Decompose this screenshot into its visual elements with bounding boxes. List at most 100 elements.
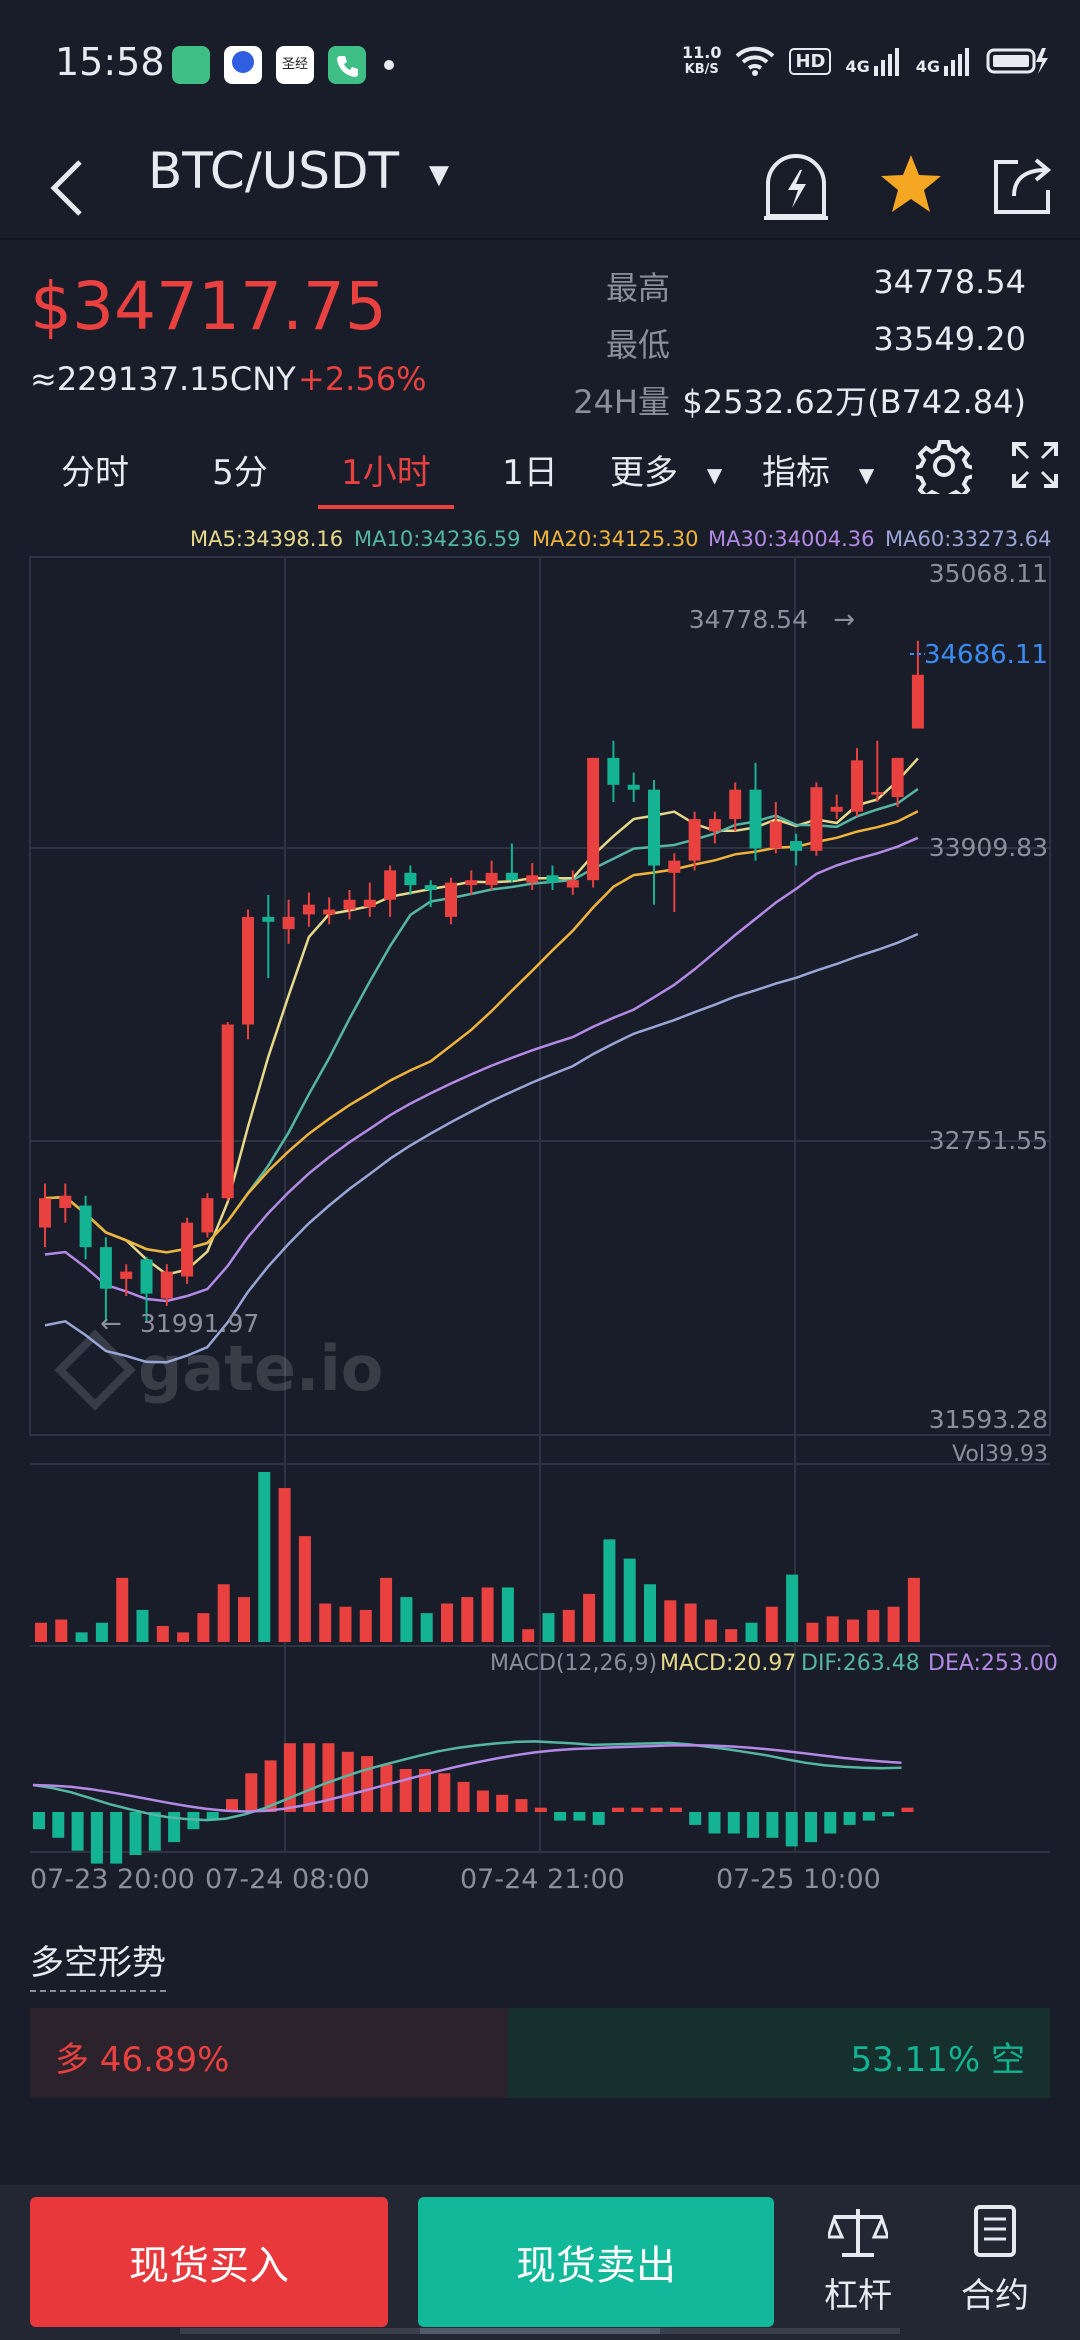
candle-body	[607, 757, 620, 785]
volume-bar	[522, 1629, 535, 1642]
dif-line	[32, 1740, 902, 1822]
candle-body	[384, 870, 397, 900]
long-short-title[interactable]: 多空形势	[30, 1935, 166, 1992]
volume-bars	[35, 1472, 920, 1642]
svg-text:gate.io: gate.io	[138, 1332, 383, 1405]
volume-bar	[35, 1622, 47, 1642]
volume-bar	[197, 1613, 210, 1642]
settings-gear-icon[interactable]	[916, 438, 972, 494]
chat-app-icon	[172, 46, 210, 84]
macd-bar	[361, 1756, 374, 1812]
volume-bar	[644, 1584, 656, 1642]
fullscreen-icon[interactable]	[1010, 440, 1060, 490]
macd-bar	[766, 1812, 779, 1838]
candle-body	[668, 860, 681, 873]
candle-body	[627, 784, 640, 790]
tab-time-share[interactable]: 分时	[61, 453, 129, 493]
spot-sell-button[interactable]: 现货卖出	[418, 2197, 774, 2327]
volume-bar	[116, 1577, 129, 1642]
long-portion	[30, 2008, 509, 2098]
volume-bar	[501, 1587, 514, 1642]
volume-24h-label: 24H量	[573, 383, 670, 421]
leverage-nav[interactable]: 杠杆	[798, 2205, 918, 2317]
macd-histogram	[33, 1743, 914, 1864]
arrow-left-icon: ←	[100, 1309, 122, 1339]
high-marker-label: 34778.54	[689, 605, 808, 634]
volume-bar	[806, 1622, 819, 1642]
macd-bar	[534, 1807, 547, 1812]
pair-selector[interactable]: BTC/USDT ▼	[148, 142, 449, 200]
tab-5min[interactable]: 5分	[212, 453, 268, 493]
candle-body	[363, 899, 376, 908]
ma20-legend: MA20:34125.30	[532, 527, 699, 551]
macd-bar	[708, 1812, 721, 1834]
dea-value-label: DEA:253.00	[928, 1651, 1058, 1676]
baidu-app-icon	[224, 46, 262, 84]
tab-1day[interactable]: 1日	[502, 453, 558, 493]
macd-bar	[669, 1807, 682, 1812]
macd-bar	[129, 1812, 142, 1855]
volume-bar	[542, 1613, 555, 1642]
volume-bar	[481, 1587, 494, 1642]
dea-line	[32, 1743, 902, 1813]
macd-bar	[554, 1812, 567, 1821]
hd-badge: HD	[789, 47, 832, 75]
macd-bar	[612, 1807, 624, 1812]
y-label-2: 33909.83	[929, 833, 1048, 862]
volume-bar	[603, 1539, 616, 1642]
ma5-line	[44, 757, 919, 1276]
candle-body	[39, 1198, 51, 1228]
macd-bar	[843, 1812, 856, 1825]
candle-body	[851, 760, 863, 812]
candle-body	[587, 757, 600, 881]
x-label-3: 07-24 21:00	[460, 1864, 625, 1895]
volume-bar	[867, 1609, 880, 1642]
candle-body	[99, 1247, 112, 1289]
volume-bar	[156, 1625, 169, 1642]
volume-bar	[95, 1622, 108, 1642]
candle-body	[302, 904, 315, 915]
candle-body	[201, 1198, 214, 1233]
tab-indicator[interactable]: 指标 ▼	[762, 445, 892, 494]
macd-bar	[110, 1812, 123, 1864]
contract-nav[interactable]: 合约	[935, 2205, 1055, 2317]
candle-body	[221, 1024, 234, 1199]
volume-bar	[847, 1619, 859, 1642]
macd-bar	[631, 1807, 644, 1812]
back-arrow-icon[interactable]	[42, 158, 92, 218]
macd-value-label: MACD:20.97	[660, 1651, 796, 1676]
macd-bar	[419, 1769, 431, 1812]
wifi-icon	[736, 46, 775, 76]
macd-bar	[245, 1773, 258, 1812]
macd-bar	[592, 1812, 605, 1825]
price-alert-bell-icon[interactable]	[760, 150, 832, 226]
candle-body	[688, 819, 701, 861]
spot-buy-button[interactable]: 现货买入	[30, 2197, 388, 2327]
candle-body	[485, 872, 498, 886]
candle-body	[79, 1205, 92, 1248]
tab-1hour[interactable]: 1小时	[341, 453, 431, 493]
volume-bar	[75, 1632, 88, 1642]
status-time: 15:58	[55, 40, 165, 84]
share-icon[interactable]	[990, 152, 1056, 218]
tab-more-label: 更多	[610, 453, 678, 493]
kline-chart[interactable]: gate.io 35068.11 33909.83 32751.55 31593…	[0, 540, 1080, 1900]
ma30-legend: MA30:34004.36	[708, 527, 875, 551]
favorite-star-icon[interactable]	[878, 152, 944, 218]
leverage-label: 杠杆	[824, 2276, 892, 2316]
battery-icon	[986, 48, 1048, 74]
candle-body	[160, 1271, 173, 1299]
macd-bar	[476, 1790, 489, 1812]
status-icons: 11.0 KB/S HD 4G 4G	[682, 44, 1050, 78]
tab-more[interactable]: 更多 ▼	[610, 445, 740, 494]
volume-bar	[278, 1488, 291, 1642]
current-price-label: 34686.11	[924, 640, 1048, 670]
volume-bar	[136, 1609, 149, 1642]
volume-bar	[177, 1632, 190, 1642]
volume-bar	[704, 1619, 717, 1642]
macd-bar	[650, 1807, 663, 1812]
candle-body	[790, 841, 803, 851]
candle-body	[708, 819, 721, 832]
macd-bar	[303, 1743, 316, 1812]
x-label-1: 07-23 20:00	[30, 1864, 195, 1895]
